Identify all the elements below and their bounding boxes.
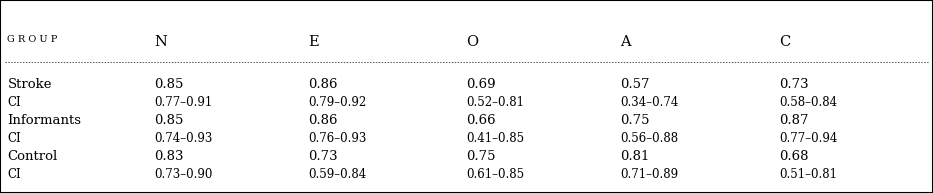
Text: 0.57: 0.57 — [620, 78, 650, 91]
Text: A: A — [620, 35, 631, 49]
Text: C: C — [779, 35, 790, 49]
Text: Informants: Informants — [7, 114, 81, 127]
Text: O: O — [466, 35, 479, 49]
Text: 0.41–0.85: 0.41–0.85 — [466, 132, 524, 145]
Text: 0.75: 0.75 — [466, 150, 496, 163]
Text: 0.87: 0.87 — [779, 114, 809, 127]
Text: E: E — [308, 35, 318, 49]
Text: 0.74–0.93: 0.74–0.93 — [154, 132, 213, 145]
Text: 0.73–0.90: 0.73–0.90 — [154, 168, 213, 181]
Text: 0.85: 0.85 — [154, 114, 183, 127]
Text: 0.34–0.74: 0.34–0.74 — [620, 96, 679, 109]
Text: 0.56–0.88: 0.56–0.88 — [620, 132, 678, 145]
Text: 0.59–0.84: 0.59–0.84 — [308, 168, 366, 181]
Text: N: N — [154, 35, 167, 49]
Text: 0.73: 0.73 — [779, 78, 809, 91]
Text: 0.77–0.94: 0.77–0.94 — [779, 132, 838, 145]
Text: Stroke: Stroke — [7, 78, 52, 91]
Text: 0.73: 0.73 — [308, 150, 338, 163]
Text: 0.79–0.92: 0.79–0.92 — [308, 96, 366, 109]
Text: CI: CI — [7, 132, 21, 145]
Text: 0.85: 0.85 — [154, 78, 183, 91]
Text: CI: CI — [7, 96, 21, 109]
Text: 0.86: 0.86 — [308, 78, 338, 91]
Text: 0.76–0.93: 0.76–0.93 — [308, 132, 367, 145]
Text: 0.83: 0.83 — [154, 150, 184, 163]
Text: 0.52–0.81: 0.52–0.81 — [466, 96, 524, 109]
Text: 0.75: 0.75 — [620, 114, 650, 127]
Text: 0.69: 0.69 — [466, 78, 496, 91]
Text: G R O U P: G R O U P — [7, 35, 58, 44]
Text: CI: CI — [7, 168, 21, 181]
Text: 0.61–0.85: 0.61–0.85 — [466, 168, 524, 181]
Text: 0.77–0.91: 0.77–0.91 — [154, 96, 212, 109]
Text: 0.86: 0.86 — [308, 114, 338, 127]
Text: 0.51–0.81: 0.51–0.81 — [779, 168, 837, 181]
Text: 0.68: 0.68 — [779, 150, 809, 163]
Text: 0.58–0.84: 0.58–0.84 — [779, 96, 837, 109]
Text: 0.66: 0.66 — [466, 114, 496, 127]
Text: 0.81: 0.81 — [620, 150, 649, 163]
Text: Control: Control — [7, 150, 58, 163]
Text: 0.71–0.89: 0.71–0.89 — [620, 168, 678, 181]
